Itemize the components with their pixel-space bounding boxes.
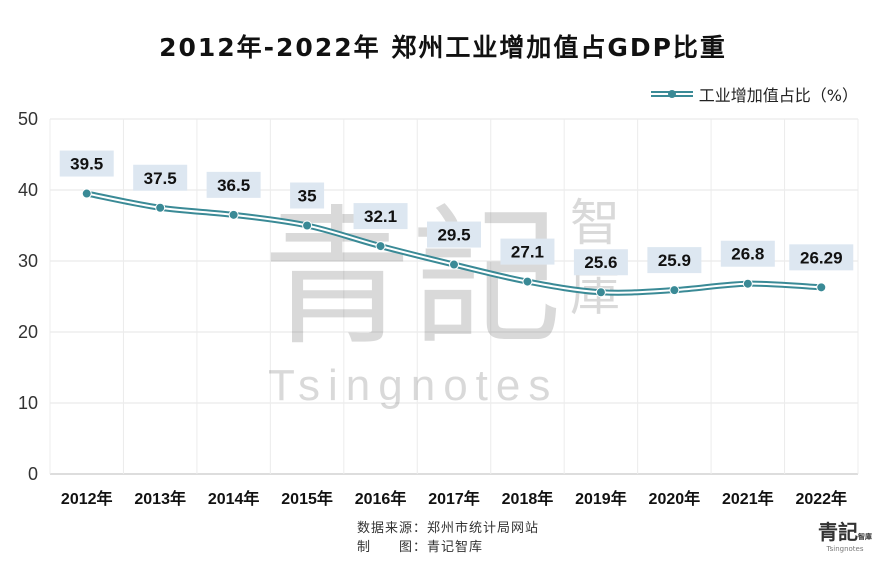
x-tick-label: 2018年 [502,489,554,508]
data-label-bg [353,203,408,230]
data-label-bg [573,249,628,276]
data-label: 27.1 [511,243,544,262]
y-tick-label: 0 [28,464,38,484]
data-point [522,276,533,287]
data-point [302,220,313,231]
data-point [449,259,459,270]
x-tick-label: 2019年 [575,489,627,508]
x-tick-label: 2021年 [722,489,774,508]
x-tick-label: 2012年 [61,489,113,508]
data-point [816,282,827,293]
chart-title: 2012年-2022年 郑州工业增加值占GDP比重 [159,33,727,62]
data-label-bg [206,171,261,198]
legend-label: 工业增加值占比（%） [698,86,858,105]
data-label: 26.8 [731,245,764,264]
y-tick-label: 40 [18,180,38,200]
data-label-bg [500,238,555,265]
data-label-bg [427,221,481,248]
data-label-bg [720,240,775,267]
data-point [375,241,386,252]
data-label: 26.29 [800,248,843,267]
data-label: 36.5 [217,176,250,195]
data-label-bg [789,244,854,271]
data-label-bg [133,164,188,191]
data-point [742,278,753,289]
data-label: 29.5 [437,226,470,245]
watermark-latin: Tsingnotes [268,361,558,410]
data-label: 32.1 [364,207,397,226]
source-text: 数据来源：郑州市统计局网站 [357,521,540,536]
y-tick-label: 30 [18,251,38,271]
logo: 青記智庫 Tsingnotes [818,516,872,553]
y-tick-label: 10 [18,393,38,413]
data-point [228,209,239,220]
legend-line-icon [650,90,693,98]
data-point [155,202,166,213]
data-point [669,285,680,296]
x-tick-label: 2015年 [281,489,333,508]
x-tick-label: 2013年 [134,489,186,508]
data-label: 25.9 [658,251,691,270]
x-tick-label: 2014年 [208,489,260,508]
data-label: 25.6 [584,253,617,272]
maker-text: 制 图：青记智库 [357,540,484,555]
data-point [81,188,92,199]
data-label-bg [290,182,325,209]
data-label: 37.5 [144,169,177,188]
x-tick-label: 2020年 [649,489,701,508]
legend: 工业增加值占比（%） [649,82,858,106]
y-tick-label: 50 [18,109,38,129]
logo-latin: Tsingnotes [826,545,864,553]
footer: 数据来源：郑州市统计局网站 制 图：青记智库 [357,519,539,557]
x-tick-label: 2017年 [428,489,480,508]
watermark-side-1: 智 [570,195,620,251]
data-label: 39.5 [70,155,103,174]
y-tick-label: 20 [18,322,38,342]
x-tick-label: 2016年 [355,489,407,508]
data-label-bg [647,247,702,274]
x-tick-label: 2022年 [795,489,847,508]
data-label: 35 [298,187,317,206]
data-point [595,287,606,298]
logo-main: 青記智庫 [818,520,872,544]
data-label-bg [59,150,114,177]
